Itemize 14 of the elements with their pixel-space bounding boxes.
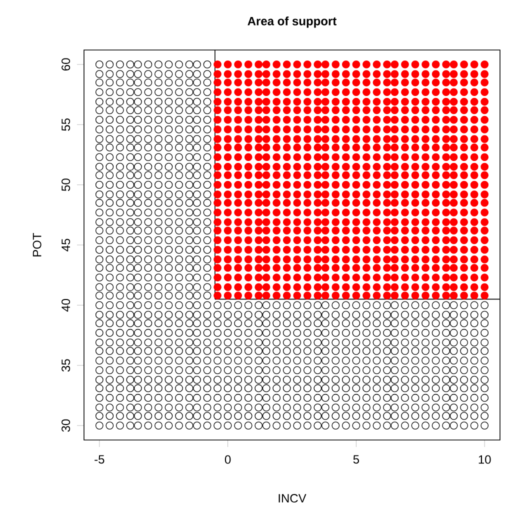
y-tick-label: 50 <box>62 178 70 192</box>
x-tick-label: -5 <box>94 455 104 464</box>
x-tick-label: 10 <box>478 455 491 464</box>
chart-title: Area of support <box>248 16 337 28</box>
y-tick-label: 55 <box>62 118 70 131</box>
x-tick-label: 5 <box>353 455 360 464</box>
y-tick-label: 45 <box>62 238 70 252</box>
y-tick-label: 40 <box>62 298 70 312</box>
y-axis-title: POT <box>32 232 42 256</box>
x-axis-title: INCV <box>278 494 306 503</box>
x-tick-label: 0 <box>224 455 231 464</box>
y-tick-label: 30 <box>62 419 70 432</box>
y-tick-label: 35 <box>62 359 70 372</box>
y-tick-label: 60 <box>62 58 70 71</box>
